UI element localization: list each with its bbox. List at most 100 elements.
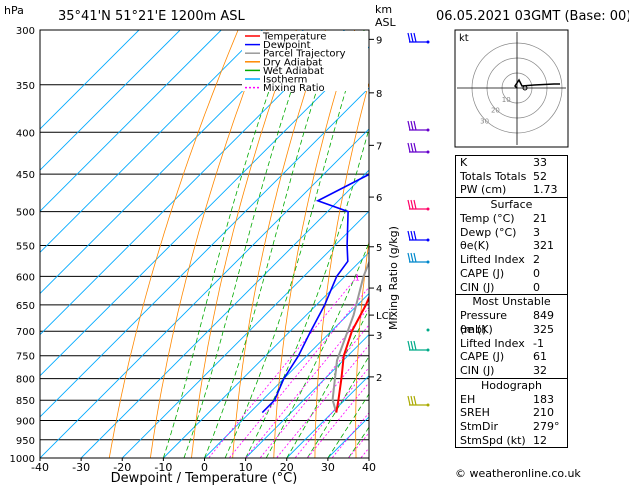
- parcel-trajectory-line: [331, 260, 369, 413]
- index-label: StmDir: [460, 420, 499, 433]
- index-value: 0: [533, 280, 540, 294]
- pressure-tick-label: 900: [16, 417, 35, 428]
- index-row: Pressure (mb) 849: [456, 309, 567, 336]
- mixing-ratio-label: 1: [355, 273, 360, 282]
- hodograph-table-title: Hodograph: [481, 378, 542, 392]
- wind-barb-feather: [407, 252, 411, 263]
- surface-title: Surface: [490, 198, 533, 212]
- legend-background: [242, 31, 368, 91]
- dry-adiabat-line: [609, 30, 629, 458]
- index-value: 210: [533, 406, 554, 420]
- wind-barb-marker: [426, 128, 430, 132]
- index-value: 325: [533, 322, 554, 336]
- wind-barb-feather: [410, 340, 414, 351]
- index-label: CAPE (J): [460, 350, 505, 364]
- wind-barb-marker: [426, 328, 430, 332]
- dry-adiabat-line: [232, 30, 326, 458]
- x-tick-label: 40: [362, 461, 376, 474]
- mixing-ratio-line: [245, 306, 369, 458]
- isotherm-line: [163, 251, 369, 458]
- wet-adiabat-line: [183, 30, 313, 458]
- wind-barb-feather: [407, 395, 411, 406]
- isotherm-line: [40, 30, 140, 130]
- wind-barb-feather: [410, 32, 414, 43]
- isotherm-line: [40, 30, 222, 212]
- wet-adiabat-line: [306, 355, 369, 458]
- index-label: StmSpd (kt): [460, 433, 526, 447]
- hodograph-box: Hodograph EH 183 SREH 210 StmDir 279° StmSpd (…: [455, 378, 568, 449]
- km-label: km: [375, 3, 392, 16]
- wind-barb-feather: [413, 252, 417, 263]
- altitude-tick-label: 2: [376, 373, 382, 384]
- wind-barb-feather: [410, 199, 414, 210]
- pressure-tick-label: 650: [16, 301, 35, 312]
- pressure-tick-label: 950: [16, 436, 35, 447]
- index-row: StmDir 279°: [456, 420, 567, 434]
- dry-adiabat-line: [273, 30, 356, 458]
- index-row: SREH 210: [456, 406, 567, 420]
- x-tick-label: 20: [280, 461, 294, 474]
- legend-label: Parcel Trajectory: [263, 49, 346, 60]
- wind-barb-marker: [426, 150, 430, 154]
- index-value: 61: [533, 350, 547, 364]
- isotherm-line: [286, 375, 369, 458]
- wind-barb-feather: [410, 120, 414, 131]
- legend-label: Mixing Ratio: [263, 83, 325, 94]
- mixing-ratio-line: [228, 286, 369, 458]
- pressure-tick-label: 850: [16, 396, 35, 407]
- wind-barb-feather: [410, 252, 414, 263]
- x-tick-label: 10: [239, 461, 253, 474]
- wind-barb-feather: [413, 230, 417, 241]
- mixing-ratio-label: 4: [406, 273, 411, 282]
- index-row: CIN (J) 32: [456, 364, 567, 378]
- storm-motion-marker: [522, 85, 528, 91]
- altitude-tick-label: 9: [376, 35, 382, 46]
- pressure-tick-label: 400: [16, 128, 35, 139]
- dry-adiabat-line: [108, 30, 239, 458]
- index-value: 3: [533, 225, 540, 239]
- index-label: SREH: [460, 406, 490, 420]
- index-value: 2: [533, 253, 540, 267]
- index-value: 279°: [533, 420, 560, 433]
- wind-barb-feather: [410, 230, 414, 241]
- index-row: Totals Totals 52: [456, 170, 567, 184]
- altitude-tick-label: 4: [376, 284, 382, 295]
- index-value: 32: [533, 363, 547, 377]
- index-label: Dewp (°C): [460, 225, 517, 239]
- mixing-ratio-label: 6: [423, 273, 428, 282]
- altitude-tick-label: 8: [376, 89, 382, 100]
- most-unstable-title: Most Unstable: [472, 295, 551, 309]
- hodograph-kt-label: kt: [459, 33, 469, 44]
- index-label: K: [460, 156, 468, 169]
- hodograph-ring-label: 30: [480, 117, 489, 125]
- legend-label: Temperature: [262, 32, 326, 43]
- mixing-ratio-line: [276, 344, 369, 458]
- wind-barb-feather: [413, 199, 417, 210]
- wind-barb-feather: [407, 142, 411, 153]
- hodograph-trace: [514, 78, 560, 89]
- surface-box: Surface Temp (°C) 21 Dewp (°C) 3 θe(K) 321 Lif…: [455, 198, 568, 296]
- index-label: θe (K): [460, 322, 493, 336]
- x-tick-label: -10: [154, 461, 172, 474]
- isotherm-line: [245, 333, 369, 458]
- index-label: θe(K): [460, 239, 490, 253]
- x-tick-label: 0: [201, 461, 208, 474]
- wet-adiabat-line: [204, 30, 337, 458]
- wind-barb-feather: [407, 32, 411, 43]
- index-label: CIN (J): [460, 280, 495, 294]
- index-row: K 33: [456, 156, 567, 170]
- isotherm-line: [121, 210, 369, 458]
- wet-adiabat-line: [163, 30, 292, 458]
- x-axis-label: Dewpoint / Temperature (°C): [111, 471, 298, 486]
- wind-barb-feather: [407, 230, 411, 241]
- index-label: PW (cm): [460, 183, 507, 197]
- mixing-ratio-line: [208, 276, 358, 458]
- wind-barb-feather: [407, 199, 411, 210]
- wet-adiabat-line: [245, 127, 369, 458]
- isotherm-line: [40, 87, 369, 418]
- index-row: PW (cm) 1.73: [456, 183, 567, 197]
- pressure-tick-label: 750: [16, 352, 35, 363]
- wind-barb-marker: [426, 40, 430, 44]
- asl-label: ASL: [375, 16, 397, 29]
- altitude-tick-label: 3: [376, 331, 382, 342]
